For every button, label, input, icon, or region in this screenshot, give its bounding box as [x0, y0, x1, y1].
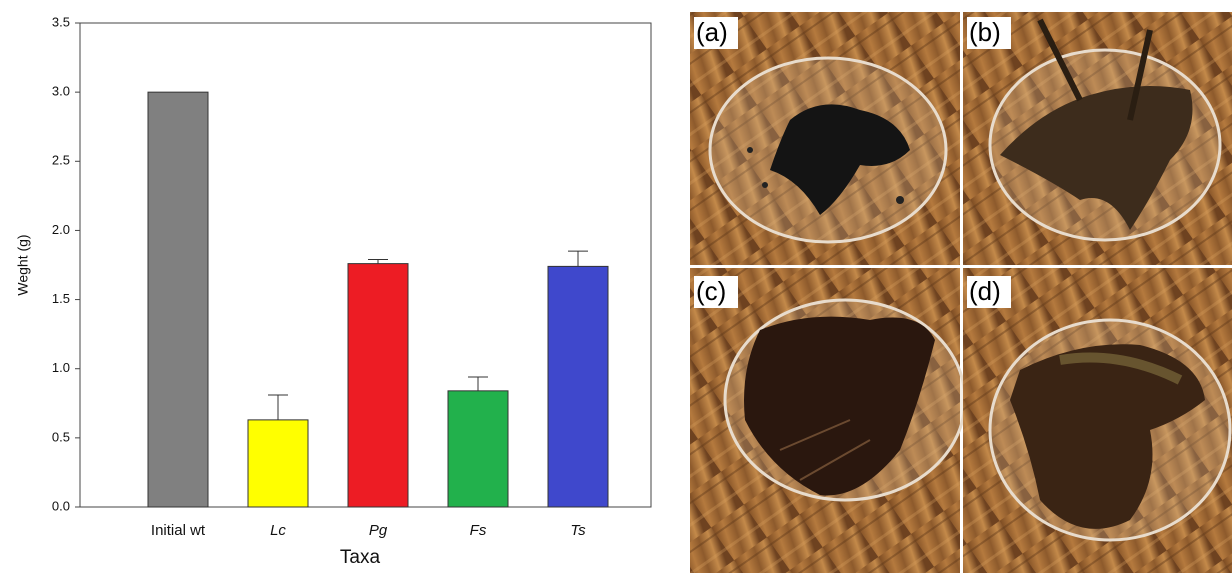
y-tick-label: 3.5 [52, 14, 70, 29]
bar [548, 266, 608, 507]
x-tick-label: Lc [270, 522, 286, 539]
photo-a [690, 12, 960, 265]
page: {"chart_data": {"type": "bar", "categori… [0, 0, 1232, 573]
x-axis-title: Taxa [340, 547, 381, 568]
bar [348, 264, 408, 507]
panel-label: (a) [696, 17, 728, 47]
x-tick-label: Pg [369, 522, 388, 539]
x-tick-label: Ts [570, 522, 586, 539]
x-tick-label: Initial wt [151, 522, 206, 539]
y-tick-label: 1.0 [52, 360, 70, 375]
y-tick-label: 2.0 [52, 222, 70, 237]
y-tick-label: 2.5 [52, 153, 70, 168]
error-bar [468, 377, 488, 391]
bar [148, 92, 208, 507]
x-tick-label: Fs [470, 522, 487, 539]
y-tick-label: 0.5 [52, 429, 70, 444]
bar [448, 391, 508, 507]
error-bar [368, 259, 388, 263]
panel-label: (b) [969, 17, 1001, 47]
error-bar [268, 395, 288, 420]
panel-label: (d) [969, 276, 1001, 306]
bar [248, 420, 308, 507]
panel-label: (c) [696, 276, 726, 306]
y-tick-label: 0.0 [52, 498, 70, 513]
y-axis-title: Weght (g) [15, 234, 31, 295]
y-tick-label: 1.5 [52, 291, 70, 306]
photo-c [690, 268, 965, 573]
photo-d [963, 268, 1232, 573]
photo-panels [690, 12, 1232, 573]
y-tick-label: 3.0 [52, 84, 70, 99]
figure: Taxa Weght (g) 0.00.51.01.52.02.53.03.5I [0, 0, 1232, 573]
error-bar [568, 251, 588, 266]
photo-b [963, 12, 1232, 265]
